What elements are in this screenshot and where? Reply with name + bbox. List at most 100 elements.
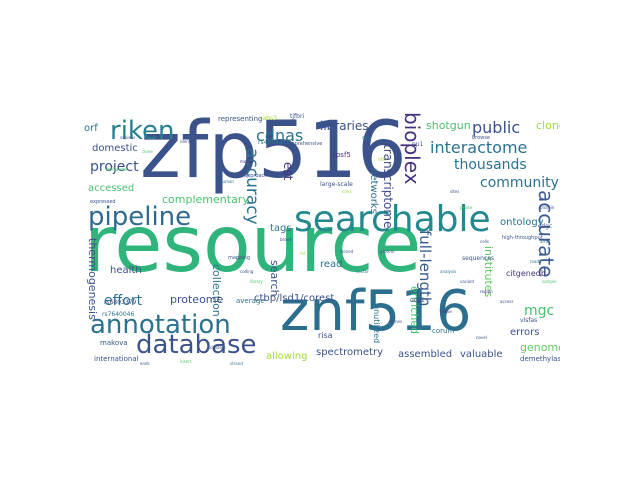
word-valuable: valuable [460, 349, 503, 360]
word-small: tissue [440, 309, 452, 314]
word-unutilized: unutilized [372, 304, 381, 344]
word-small: strand [230, 361, 243, 366]
word-small: region [480, 289, 493, 294]
word-small: mouse [240, 159, 254, 164]
word-small: brown [280, 237, 293, 242]
word-small: sample [542, 279, 557, 284]
word-annotation: annotation [90, 310, 231, 340]
word-ucp1: ucp1 [410, 297, 425, 304]
word-cdgc: cdgc [538, 223, 553, 230]
word-interactome: interactome [430, 138, 528, 157]
word-vlsfas: vlsfas [520, 317, 538, 324]
word-demethylase: demethylase [520, 355, 560, 363]
word-community: community [480, 175, 559, 191]
word-health: health [110, 265, 142, 276]
word-rabs3: rabs3 [260, 115, 277, 122]
word-small: sapiens [120, 135, 136, 140]
word-small: cloned [340, 249, 354, 254]
word-assembled: assembled [398, 349, 453, 360]
word-spectrometry: spectrometry [316, 347, 383, 358]
word-expressed: expressed [90, 199, 116, 205]
word-project: project [90, 159, 139, 175]
word-clones: clones [536, 119, 560, 132]
word-resource: resource [84, 200, 422, 290]
word-small: ends [140, 361, 150, 366]
word-international: international [94, 355, 139, 363]
word-small: phase [460, 205, 473, 210]
word-small: array [540, 239, 551, 244]
word-riken: riken [110, 116, 175, 146]
word-tags: tags [270, 223, 292, 234]
word-small: cells [480, 239, 489, 244]
word-small: identify [180, 139, 196, 144]
word-database: database [136, 330, 257, 360]
word-small: fat [300, 251, 306, 256]
word-rs4601150: rs4601150 [258, 139, 291, 146]
word-browse: browse [472, 135, 490, 141]
word-bioplex: bioplex [400, 112, 424, 185]
word-public: public [472, 118, 521, 137]
word-read: read [320, 259, 343, 270]
word-search: search [268, 260, 281, 297]
word-networks: networks [368, 168, 379, 214]
word-tjfbri: tjfbri [290, 113, 305, 120]
word-proteome: proteome [170, 293, 224, 306]
word-ontology: ontology [500, 217, 544, 228]
word-behavior: behavior [106, 167, 128, 173]
word-small: insert [180, 359, 192, 364]
word-small: protein [540, 205, 555, 210]
word-allowing: allowing [266, 351, 308, 362]
word-small: analysis [440, 269, 457, 274]
word-representing: representing [218, 115, 263, 123]
word-makova: makova [100, 339, 128, 347]
word-small: data [362, 135, 372, 140]
word-average: average [236, 297, 265, 305]
word-small: variant [460, 279, 475, 284]
word-comprehensive: comprehensive [284, 141, 323, 147]
word-genome: genome [520, 341, 560, 354]
word-rs7640046: rs7640046 [102, 311, 135, 318]
word-zfp516: zfp516 [140, 110, 407, 196]
word-znf516: znf516 [280, 279, 472, 344]
word-small: clone [142, 149, 153, 154]
word-mgc: mgc [524, 303, 555, 319]
word-libraries: libraries [320, 119, 369, 133]
word-thermogenesis: thermogenesis [86, 238, 99, 320]
word-orf: orf [84, 123, 98, 134]
word-small: reads [530, 259, 542, 264]
word-collection: collection [210, 264, 223, 317]
word-small: gene [320, 169, 330, 174]
word-small: genes [390, 319, 403, 324]
word-pp1: pp1 [412, 141, 424, 148]
word-small: human [220, 179, 234, 184]
word-mapping: mapping [228, 255, 251, 261]
word-effort: effort [104, 293, 143, 309]
word-approach: approach [244, 173, 268, 179]
word-est: est [281, 162, 295, 181]
word-risa: risa [318, 331, 333, 340]
word-sequences: sequences [462, 255, 495, 262]
word-domestic: domestic [92, 143, 138, 154]
word-citgenedb: citgenedb [506, 269, 546, 278]
word-accurate: accurate [534, 190, 558, 278]
word-rs6803379: rs6803379 [104, 299, 137, 306]
word-small: library [250, 279, 263, 284]
word-small: coding [240, 269, 254, 274]
word-small: sites [450, 189, 460, 194]
word-searchable: searchable [294, 199, 491, 240]
word-small: cdna [342, 189, 352, 194]
word-cloud: resource zfp516 znf516 searchable pipeli… [80, 110, 560, 370]
word-large-scale: large-scale [320, 181, 353, 188]
word-high-throughput: high-throughput [502, 235, 543, 241]
word-shotgun: shotgun [426, 119, 471, 132]
word-cdnas: cdnas [256, 126, 304, 145]
word-cpsf5: cpsf5 [332, 151, 351, 159]
word-complementary: complementary [162, 193, 249, 206]
word-small: novel [476, 335, 487, 340]
word-pipeline: pipeline [88, 202, 192, 232]
word-accessed: accessed [88, 183, 135, 194]
word-corum: corum [432, 327, 455, 335]
word-ctbp: ctbp/lsd1/corest [254, 293, 335, 304]
word-errors: errors [510, 327, 540, 338]
word-small: vector [356, 269, 369, 274]
